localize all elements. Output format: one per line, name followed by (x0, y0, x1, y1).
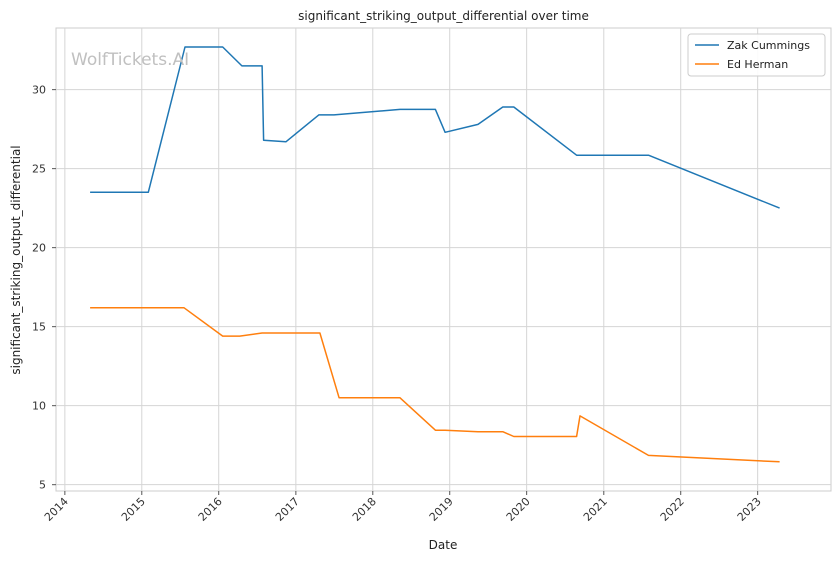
series-line-1 (90, 306, 780, 463)
plot-frame (55, 27, 832, 492)
legend-label: Zak Cummings (727, 39, 810, 52)
series-lines (90, 46, 780, 463)
x-tick-label: 2018 (350, 495, 379, 524)
series-line-0 (90, 46, 780, 209)
watermark: WolfTickets.AI (71, 50, 189, 70)
legend-box (687, 33, 826, 77)
y-tick-label: 15 (32, 321, 46, 334)
y-tick-label: 5 (39, 479, 46, 492)
x-axis-label: Date (429, 538, 458, 552)
y-tick-label: 25 (32, 163, 46, 176)
y-tick-label: 10 (32, 400, 46, 413)
x-tick-label: 2022 (658, 495, 687, 524)
x-tick-label: 2019 (427, 495, 456, 524)
x-tick-label: 2015 (119, 495, 148, 524)
x-tick-label: 2021 (581, 495, 610, 524)
x-tick-label: 2023 (735, 495, 764, 524)
y-axis-label: significant_striking_output_differential (9, 145, 23, 374)
y-axis-ticks: 5 10 15 20 25 30 (32, 84, 56, 492)
x-axis-ticks: 2014 2015 2016 2017 2018 2019 2020 2021 2022 2023 (42, 491, 764, 524)
x-tick-label: 2020 (504, 495, 533, 524)
legend: Zak Cummings Ed Herman (687, 33, 826, 77)
plot-area (55, 27, 832, 492)
chart-title: significant_striking_output_differential… (298, 9, 589, 23)
grid-lines (56, 28, 831, 491)
y-tick-label: 20 (32, 242, 46, 255)
y-tick-label: 30 (32, 84, 46, 97)
x-tick-label: 2016 (196, 495, 225, 524)
legend-label: Ed Herman (727, 58, 788, 71)
x-tick-label: 2014 (42, 495, 71, 524)
x-tick-label: 2017 (273, 495, 302, 524)
